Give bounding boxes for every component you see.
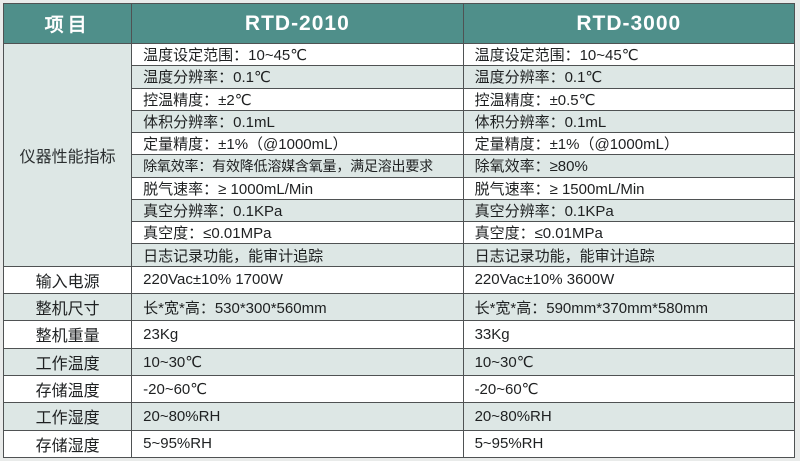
- cell-rtd2010-working-temp: 10~30℃: [131, 347, 464, 376]
- cell-rtd3000-volume-resolution: 体积分辨率：0.1mL: [462, 109, 796, 134]
- cell-rtd2010-storage-humidity: 5~95%RH: [131, 429, 464, 459]
- cell-rtd2010-deoxygen-efficiency: 除氧效率：有效降低溶媒含氧量，满足溶出要求: [131, 154, 464, 178]
- cell-rtd2010-temp-accuracy: 控温精度：±2℃: [131, 87, 464, 111]
- cell-rtd2010-dosing-accuracy: 定量精度：±1%（@1000mL）: [131, 132, 464, 156]
- cell-rtd2010-degassing-rate: 脱气速率：≥ 1000mL/Min: [131, 176, 464, 200]
- performance-section-label: 仪器性能指标: [2, 43, 133, 267]
- table-row: 工作湿度 20~80%RH 20~80%RH: [2, 402, 796, 431]
- table-row: 日志记录功能，能审计追踪 日志记录功能，能审计追踪: [4, 243, 796, 267]
- cell-rtd3000-degassing-rate: 脱气速率：≥ 1500mL/Min: [462, 176, 796, 200]
- table-row: 真空分辨率：0.1KPa 真空分辨率：0.1KPa: [4, 198, 796, 223]
- cell-rtd3000-temp-accuracy: 控温精度：±0.5℃: [462, 87, 796, 111]
- row-label-storage-humidity: 存储湿度: [2, 429, 133, 459]
- cell-rtd2010-vacuum-resolution: 真空分辨率：0.1KPa: [131, 198, 464, 223]
- cell-rtd3000-vacuum-resolution: 真空分辨率：0.1KPa: [462, 198, 796, 223]
- table-body: 仪器性能指标 温度设定范围：10~45℃ 温度设定范围：10~45℃ 温度分辨率…: [2, 42, 796, 459]
- row-label-power: 输入电源: [2, 265, 133, 294]
- cell-rtd3000-working-temp: 10~30℃: [462, 347, 796, 376]
- table-row: 体积分辨率：0.1mL 体积分辨率：0.1mL: [4, 109, 796, 134]
- table-row: 除氧效率：有效降低溶媒含氧量，满足溶出要求 除氧效率：≥80%: [4, 154, 796, 178]
- cell-rtd3000-power: 220Vac±10% 3600W: [462, 265, 796, 294]
- cell-rtd3000-dosing-accuracy: 定量精度：±1%（@1000mL）: [462, 132, 796, 156]
- header-item: 项目: [2, 3, 133, 44]
- table-row: 工作温度 10~30℃ 10~30℃: [2, 347, 796, 376]
- cell-rtd3000-storage-temp: -20~60℃: [462, 374, 796, 404]
- cell-rtd2010-working-humidity: 20~80%RH: [131, 402, 464, 431]
- table-row: 整机尺寸 长*宽*高：530*300*560mm 长*宽*高：590mm*370…: [2, 292, 796, 322]
- cell-rtd3000-audit-log: 日志记录功能，能审计追踪: [462, 243, 796, 267]
- table-row: 存储湿度 5~95%RH 5~95%RH: [2, 429, 796, 459]
- cell-rtd3000-temp-range: 温度设定范围：10~45℃: [462, 42, 796, 67]
- cell-rtd3000-deoxygen-efficiency: 除氧效率：≥80%: [462, 154, 796, 178]
- cell-rtd3000-storage-humidity: 5~95%RH: [462, 429, 796, 459]
- cell-rtd2010-temp-range: 温度设定范围：10~45℃: [131, 42, 464, 67]
- header-rtd3000: RTD-3000: [462, 3, 796, 44]
- header-rtd2010: RTD-2010: [131, 3, 464, 44]
- cell-rtd3000-vacuum-degree: 真空度：≤0.01MPa: [462, 221, 796, 245]
- table-row: 整机重量 23Kg 33Kg: [2, 320, 796, 349]
- cell-rtd2010-vacuum-degree: 真空度：≤0.01MPa: [131, 221, 464, 245]
- header-row: 项目 RTD-2010 RTD-3000: [2, 3, 796, 44]
- cell-rtd3000-dimensions: 长*宽*高：590mm*370mm*580mm: [462, 292, 796, 322]
- cell-rtd2010-temp-resolution: 温度分辨率：0.1℃: [131, 65, 464, 89]
- table-row: 脱气速率：≥ 1000mL/Min 脱气速率：≥ 1500mL/Min: [4, 176, 796, 200]
- cell-rtd2010-volume-resolution: 体积分辨率：0.1mL: [131, 109, 464, 134]
- row-label-working-humidity: 工作湿度: [2, 402, 133, 431]
- table-row: 存储温度 -20~60℃ -20~60℃: [2, 374, 796, 404]
- cell-rtd2010-weight: 23Kg: [131, 320, 464, 349]
- cell-rtd3000-weight: 33Kg: [462, 320, 796, 349]
- cell-rtd2010-dimensions: 长*宽*高：530*300*560mm: [131, 292, 464, 322]
- row-label-weight: 整机重量: [2, 320, 133, 349]
- row-label-dimensions: 整机尺寸: [2, 292, 133, 322]
- cell-rtd2010-audit-log: 日志记录功能，能审计追踪: [131, 243, 464, 267]
- cell-rtd3000-working-humidity: 20~80%RH: [462, 402, 796, 431]
- cell-rtd2010-power: 220Vac±10% 1700W: [131, 265, 464, 294]
- table-row: 输入电源 220Vac±10% 1700W 220Vac±10% 3600W: [2, 265, 796, 294]
- table-row: 控温精度：±2℃ 控温精度：±0.5℃: [4, 87, 796, 111]
- table-row: 真空度：≤0.01MPa 真空度：≤0.01MPa: [4, 221, 796, 245]
- table-row: 仪器性能指标 温度设定范围：10~45℃ 温度设定范围：10~45℃: [2, 42, 796, 267]
- cell-rtd2010-storage-temp: -20~60℃: [131, 374, 464, 404]
- row-label-storage-temp: 存储温度: [2, 374, 133, 404]
- product-spec-table: 项目 RTD-2010 RTD-3000 仪器性能指标 温度设定范围：10~45…: [2, 3, 796, 459]
- row-label-working-temp: 工作温度: [2, 347, 133, 376]
- table-row: 温度分辨率：0.1℃ 温度分辨率：0.1℃: [4, 65, 796, 89]
- table-header: 项目 RTD-2010 RTD-3000: [2, 3, 796, 44]
- cell-rtd3000-temp-resolution: 温度分辨率：0.1℃: [462, 65, 796, 89]
